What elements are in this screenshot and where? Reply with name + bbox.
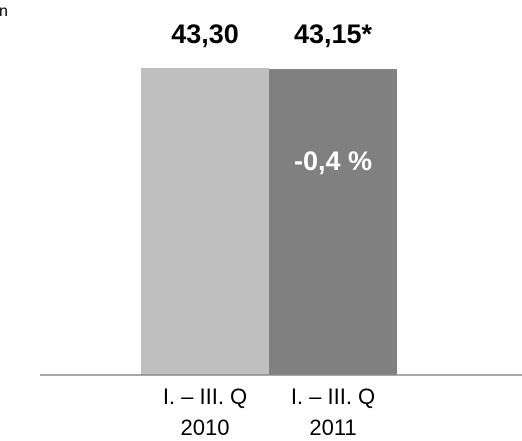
bar-1 <box>141 68 269 375</box>
value-label-2: 43,15* <box>294 19 373 49</box>
change-annotation-1: -0,4 % <box>294 146 372 176</box>
value-label-1: 43,30 <box>171 19 239 49</box>
category-label-2-line-1: I. – III. Q <box>291 384 375 409</box>
bar-2 <box>269 69 397 375</box>
unit-label-fragment: n <box>0 3 8 20</box>
category-label-1-line-1: I. – III. Q <box>163 384 247 409</box>
labels-group: 43,30 I. – III. Q 2010 43,15* I. – III. Q 201… <box>163 19 375 440</box>
category-label-1-line-2: 2010 <box>181 415 230 440</box>
bars-group <box>141 68 397 375</box>
category-label-2-line-2: 2011 <box>309 415 356 440</box>
